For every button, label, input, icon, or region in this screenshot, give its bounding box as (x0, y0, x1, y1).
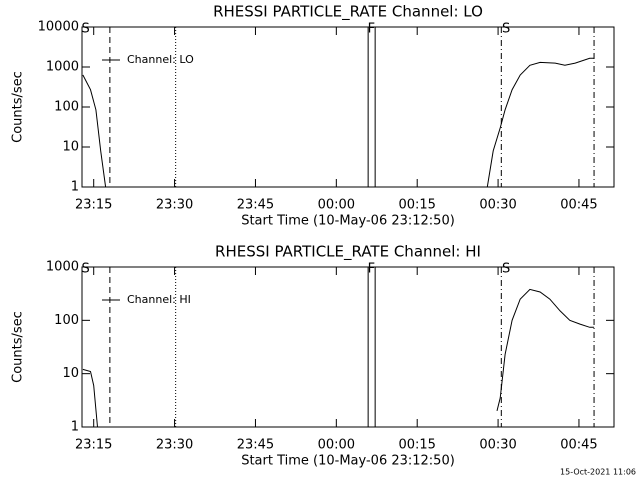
flag-label: S (502, 262, 510, 277)
x-tick-label: 00:45 (560, 198, 597, 213)
x-tick-label: 00:00 (318, 438, 355, 453)
y-tick-label: 100 (54, 100, 79, 115)
y-tick-label: 1 (71, 420, 79, 435)
y-tick-label: 1000 (46, 260, 79, 275)
x-tick-label: 23:15 (75, 438, 112, 453)
y-axis-label: Counts/sec (11, 71, 26, 143)
data-line (82, 57, 595, 188)
y-tick-label: 100 (54, 313, 79, 328)
x-tick-label: 23:30 (156, 198, 193, 213)
plot-frame (81, 26, 615, 188)
x-axis-label: Start Time (10-May-06 23:12:50) (241, 454, 455, 469)
flag-label: S (502, 22, 510, 37)
y-axis-label: Counts/sec (11, 311, 26, 383)
y-tick-label: 10000 (38, 20, 79, 35)
y-tick-label: 1 (71, 180, 79, 195)
x-tick-label: 23:45 (237, 438, 274, 453)
plot-frame (81, 266, 615, 428)
data-line (82, 288, 595, 428)
y-tick-label: 10 (62, 366, 79, 381)
x-tick-label: 23:45 (237, 198, 274, 213)
y-tick-label: 10 (62, 140, 79, 155)
flag-label: F (368, 262, 375, 277)
x-tick-label: 00:30 (479, 198, 516, 213)
x-tick-label: 00:15 (398, 198, 435, 213)
x-tick-label: 00:45 (560, 438, 597, 453)
chart-title: RHESSI PARTICLE_RATE Channel: HI (215, 243, 481, 262)
x-axis-label: Start Time (10-May-06 23:12:50) (241, 214, 455, 229)
legend-label: Channel: HI (127, 293, 191, 306)
flag-label: F (368, 22, 375, 37)
x-tick-label: 00:15 (398, 438, 435, 453)
flag-label: S (81, 22, 89, 37)
x-tick-label: 23:15 (75, 198, 112, 213)
legend-label: Channel: LO (127, 53, 194, 66)
x-tick-label: 00:30 (479, 438, 516, 453)
x-tick-label: 00:00 (318, 198, 355, 213)
chart-title: RHESSI PARTICLE_RATE Channel: LO (213, 3, 483, 22)
timestamp: 15-Oct-2021 11:06 (560, 468, 636, 477)
flag-label: S (81, 262, 89, 277)
y-tick-label: 1000 (46, 60, 79, 75)
x-tick-label: 23:30 (156, 438, 193, 453)
